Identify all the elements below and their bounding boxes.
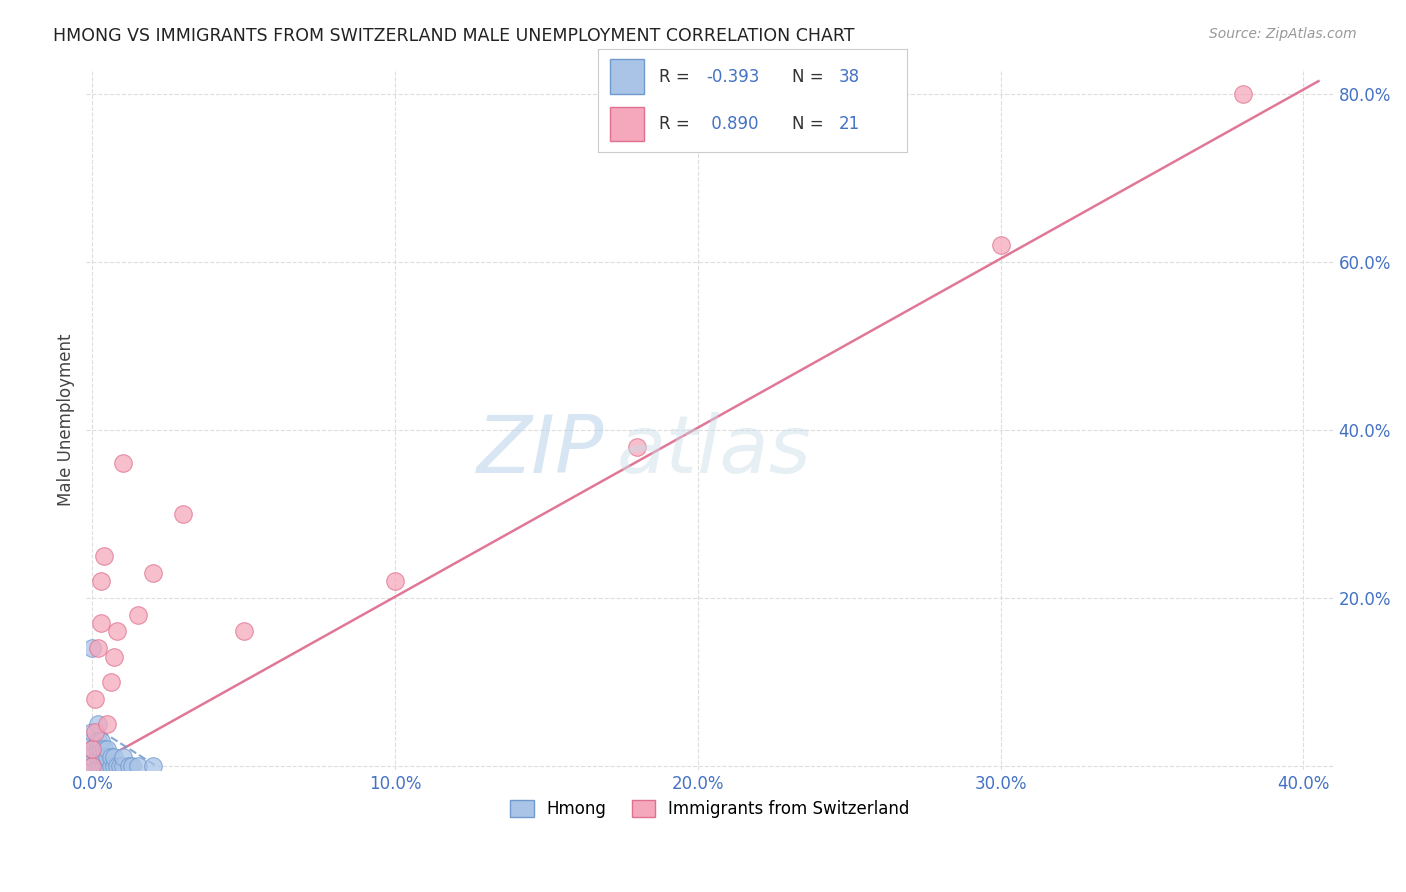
Point — [111, 456, 134, 470]
Point — [90, 574, 112, 588]
Point — [93, 750, 115, 764]
Point — [90, 742, 112, 756]
Point — [93, 742, 115, 756]
Text: -0.393: -0.393 — [706, 68, 759, 86]
Text: ZIP: ZIP — [477, 412, 605, 490]
Point — [105, 759, 128, 773]
Point — [142, 759, 165, 773]
Point — [105, 624, 128, 639]
Point — [82, 750, 104, 764]
Point — [990, 238, 1012, 252]
Point — [626, 440, 648, 454]
Point — [82, 759, 104, 773]
Point — [384, 574, 406, 588]
Point — [96, 759, 118, 773]
Point — [90, 750, 112, 764]
Point — [93, 759, 115, 773]
Point — [96, 750, 118, 764]
Point — [93, 549, 115, 563]
Point — [84, 725, 107, 739]
Point — [100, 750, 122, 764]
Point — [118, 759, 141, 773]
Point — [87, 759, 110, 773]
Point — [82, 641, 104, 656]
Point — [90, 759, 112, 773]
Text: 21: 21 — [839, 115, 860, 133]
Text: 0.890: 0.890 — [706, 115, 758, 133]
Point — [90, 615, 112, 630]
Point — [100, 674, 122, 689]
Text: N =: N = — [793, 115, 830, 133]
Text: HMONG VS IMMIGRANTS FROM SWITZERLAND MALE UNEMPLOYMENT CORRELATION CHART: HMONG VS IMMIGRANTS FROM SWITZERLAND MAL… — [53, 27, 855, 45]
Point — [82, 750, 104, 764]
Text: atlas: atlas — [616, 412, 811, 490]
Point — [82, 759, 104, 773]
Point — [87, 750, 110, 764]
Legend: Hmong, Immigrants from Switzerland: Hmong, Immigrants from Switzerland — [503, 793, 917, 825]
Point — [121, 759, 143, 773]
Point — [82, 742, 104, 756]
Point — [96, 716, 118, 731]
Point — [103, 759, 125, 773]
FancyBboxPatch shape — [610, 106, 644, 141]
Point — [90, 733, 112, 747]
Text: R =: R = — [659, 115, 696, 133]
Point — [127, 759, 149, 773]
Text: 38: 38 — [839, 68, 860, 86]
Point — [103, 750, 125, 764]
Point — [82, 759, 104, 773]
Point — [84, 691, 107, 706]
Point — [111, 759, 134, 773]
Point — [108, 759, 131, 773]
Point — [87, 742, 110, 756]
Text: Source: ZipAtlas.com: Source: ZipAtlas.com — [1209, 27, 1357, 41]
Text: R =: R = — [659, 68, 696, 86]
Point — [232, 624, 254, 639]
Point — [82, 759, 104, 773]
FancyBboxPatch shape — [610, 59, 644, 95]
Point — [82, 742, 104, 756]
Point — [87, 641, 110, 656]
Point — [172, 507, 194, 521]
Point — [1232, 87, 1254, 101]
Point — [100, 759, 122, 773]
Point — [142, 566, 165, 580]
Text: N =: N = — [793, 68, 830, 86]
Point — [82, 725, 104, 739]
Point — [87, 716, 110, 731]
Point — [96, 742, 118, 756]
Point — [127, 607, 149, 622]
Point — [82, 733, 104, 747]
Point — [82, 742, 104, 756]
Y-axis label: Male Unemployment: Male Unemployment — [58, 333, 75, 506]
Point — [87, 750, 110, 764]
Point — [111, 750, 134, 764]
Point — [87, 733, 110, 747]
Point — [103, 649, 125, 664]
